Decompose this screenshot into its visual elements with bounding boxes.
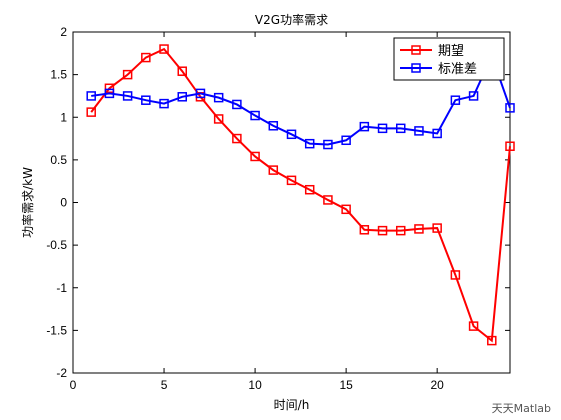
data-point <box>122 91 133 101</box>
data-point <box>304 138 315 149</box>
x-tick-label: 10 <box>248 378 262 392</box>
data-point <box>286 129 297 140</box>
data-point <box>432 223 442 233</box>
y-tick-label: -0.5 <box>46 238 67 252</box>
series-line <box>91 53 511 146</box>
data-point <box>468 321 479 331</box>
legend-box <box>393 37 505 81</box>
chart-title: V2G功率需求 <box>255 12 328 27</box>
data-point <box>195 88 206 99</box>
data-point <box>159 44 169 54</box>
data-point <box>232 99 242 110</box>
data-point <box>396 225 406 236</box>
data-point <box>487 335 497 346</box>
x-tick-label: 20 <box>430 378 444 392</box>
y-axis-label: 功率需求/kW <box>20 167 35 238</box>
data-point <box>304 184 315 195</box>
data-point <box>250 151 260 162</box>
data-point <box>286 175 297 186</box>
data-point <box>505 103 515 113</box>
data-point <box>141 95 151 105</box>
data-point <box>213 114 224 124</box>
data-point <box>268 121 279 131</box>
data-point <box>86 91 96 101</box>
legend-swatch-marker <box>411 63 421 73</box>
data-point <box>377 123 388 134</box>
data-point <box>268 165 279 175</box>
data-point <box>432 128 442 139</box>
y-tick-label: 1.5 <box>50 68 67 82</box>
plot-area <box>72 31 511 374</box>
y-tick-label: -1.5 <box>46 323 67 337</box>
data-point <box>250 110 260 121</box>
data-point <box>468 91 479 101</box>
y-tick-label: 1 <box>60 110 67 124</box>
legend-label: 期望 <box>438 43 464 59</box>
data-point <box>505 141 515 151</box>
data-point <box>377 225 388 236</box>
data-point <box>213 92 224 103</box>
data-point <box>177 92 187 102</box>
data-point <box>414 224 424 234</box>
x-axis: 0 5 10 15 20 <box>70 32 444 392</box>
legend-label: 标准差 <box>438 62 477 77</box>
data-point <box>323 195 333 205</box>
data-point <box>232 133 242 144</box>
x-tick-label: 0 <box>70 378 77 392</box>
y-axis: -2 -1.5 -1 -0.5 0 0.5 1 1.5 2 <box>46 25 510 380</box>
data-point <box>159 98 169 109</box>
data-point <box>341 204 351 215</box>
data-point <box>450 270 461 280</box>
data-point <box>359 121 370 132</box>
data-point <box>141 52 151 63</box>
data-point <box>450 95 461 105</box>
data-point <box>359 225 370 235</box>
y-tick-label: 2 <box>60 25 67 39</box>
x-tick-label: 5 <box>161 378 168 392</box>
data-point <box>104 88 115 99</box>
data-point <box>396 123 406 134</box>
y-tick-label: 0.5 <box>50 153 67 167</box>
y-tick-label: -1 <box>56 281 67 295</box>
data-point <box>341 135 351 146</box>
data-point <box>86 107 96 117</box>
legend-swatch-marker <box>411 45 421 55</box>
y-tick-label: 0 <box>60 196 67 210</box>
x-tick-label: 15 <box>339 378 353 392</box>
series-line <box>90 47 511 343</box>
y-tick-label: -2 <box>56 366 67 380</box>
data-point <box>122 69 133 80</box>
data-point <box>414 126 424 136</box>
data-point <box>104 83 115 94</box>
data-point <box>177 66 187 76</box>
data-point <box>323 139 333 150</box>
series-layer <box>86 44 515 346</box>
series-1 <box>86 44 515 346</box>
plot-frame <box>72 31 511 374</box>
x-axis-label: 时间/h <box>274 398 310 412</box>
legend-item: 期望 <box>400 43 464 59</box>
legend-item: 标准差 <box>400 62 477 77</box>
watermark: 天天Matlab <box>491 402 551 415</box>
